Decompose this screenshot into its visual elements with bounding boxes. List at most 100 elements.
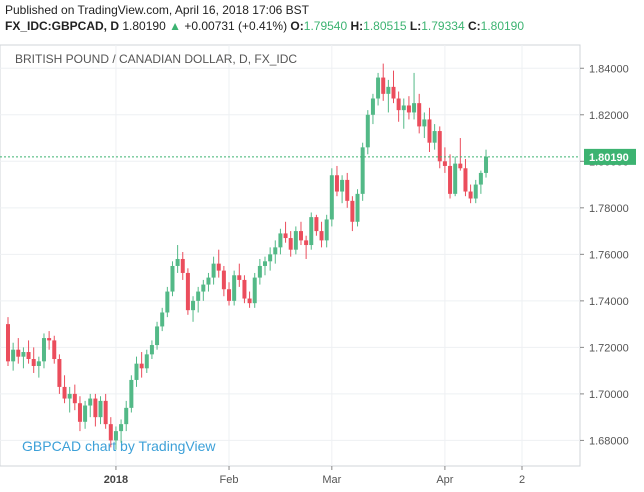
candle-body bbox=[160, 312, 165, 327]
symbol-label: FX_IDC:GBPCAD, D bbox=[5, 19, 120, 33]
candle-body bbox=[340, 179, 345, 192]
high-value: 1.80515 bbox=[363, 19, 407, 33]
candle-body bbox=[129, 379, 134, 408]
last-price-label: 1.80190 bbox=[589, 152, 629, 164]
candle-body bbox=[298, 231, 303, 241]
candle-body bbox=[247, 298, 252, 304]
candle-body bbox=[72, 393, 77, 404]
x-tick-label: Mar bbox=[322, 474, 341, 486]
candle-body bbox=[412, 103, 417, 113]
candle-body bbox=[417, 103, 422, 127]
candle-body bbox=[278, 233, 283, 248]
y-tick-label: 1.76000 bbox=[589, 249, 629, 261]
candle-body bbox=[484, 156, 489, 173]
high-label: H: bbox=[350, 19, 364, 33]
candle-body bbox=[165, 291, 170, 313]
last-price: 1.80190 bbox=[122, 19, 166, 33]
candle-body bbox=[448, 165, 453, 194]
candle-body bbox=[155, 326, 160, 346]
close-value: 1.80190 bbox=[480, 19, 525, 33]
candle-body bbox=[345, 179, 350, 201]
candle-body bbox=[47, 338, 52, 341]
candle-body bbox=[227, 289, 232, 301]
x-tick-label: 2 bbox=[519, 474, 525, 486]
candle-body bbox=[232, 275, 237, 301]
candle-body bbox=[468, 191, 473, 199]
open-value: 1.79540 bbox=[303, 19, 348, 33]
candle-body bbox=[329, 175, 334, 220]
candle-body bbox=[370, 98, 375, 115]
candle-body bbox=[108, 424, 113, 441]
candle-body bbox=[191, 300, 196, 311]
candle-body bbox=[432, 131, 437, 143]
candle-body bbox=[350, 200, 355, 222]
candle-body bbox=[360, 147, 365, 194]
candle-body bbox=[62, 386, 67, 399]
candle-body bbox=[216, 263, 221, 271]
candle-body bbox=[442, 161, 447, 166]
x-tick-label: 2018 bbox=[104, 474, 128, 486]
candle-body bbox=[180, 258, 185, 273]
x-axis[interactable]: 2018 Feb Mar Apr 2 bbox=[104, 466, 525, 486]
candle-body bbox=[293, 231, 298, 250]
y-tick-label: 1.82000 bbox=[589, 110, 629, 122]
y-tick-label: 1.68000 bbox=[589, 435, 629, 447]
candle-body bbox=[304, 240, 309, 246]
candle-body bbox=[175, 258, 180, 266]
plot-frame bbox=[0, 44, 581, 467]
candle-body bbox=[88, 398, 93, 406]
candles bbox=[6, 63, 489, 450]
candle-body bbox=[52, 340, 57, 360]
x-tick-label: Apr bbox=[436, 474, 453, 486]
candle-body bbox=[365, 114, 370, 148]
candle-body bbox=[16, 349, 21, 357]
y-tick-label: 1.72000 bbox=[589, 342, 629, 354]
candle-body bbox=[77, 403, 82, 422]
candle-body bbox=[463, 168, 468, 192]
y-tick-label: 1.84000 bbox=[589, 63, 629, 75]
candle-body bbox=[103, 400, 108, 425]
candle-body bbox=[242, 279, 247, 299]
grid bbox=[0, 44, 581, 467]
candle-body bbox=[252, 277, 257, 304]
candle-body bbox=[386, 86, 391, 94]
candle-body bbox=[319, 231, 324, 241]
y-tick-label: 1.70000 bbox=[589, 389, 629, 401]
watermark: GBPCAD chart by TradingView bbox=[22, 438, 216, 454]
candle-body bbox=[478, 172, 483, 185]
candle-body bbox=[26, 352, 31, 360]
candle-body bbox=[211, 263, 216, 278]
candle-body bbox=[41, 338, 46, 362]
candle-body bbox=[201, 284, 206, 292]
candle-body bbox=[119, 424, 124, 432]
candle-body bbox=[314, 217, 319, 232]
close-label: C: bbox=[467, 19, 481, 33]
candle-body bbox=[31, 359, 36, 366]
y-tick-label: 1.74000 bbox=[589, 296, 629, 308]
candle-body bbox=[288, 238, 293, 250]
candle-body bbox=[149, 345, 154, 355]
candle-body bbox=[309, 217, 314, 246]
change-value: +0.00731 (+0.41%) bbox=[184, 19, 288, 33]
candle-body bbox=[406, 105, 411, 113]
candle-body bbox=[83, 405, 88, 422]
last-price-marker: 1.80190 bbox=[0, 148, 636, 165]
candle-body bbox=[283, 233, 288, 239]
published-note: Published on TradingView.com, April 16, … bbox=[5, 3, 309, 17]
candle-body bbox=[473, 184, 478, 199]
low-label: L: bbox=[409, 19, 422, 33]
candle-body bbox=[98, 400, 103, 418]
y-tick-label: 1.78000 bbox=[589, 203, 629, 215]
candle-body bbox=[396, 98, 401, 111]
y-axis[interactable]: 1.840001.820001.800001.780001.760001.740… bbox=[580, 63, 629, 447]
last-price-box bbox=[584, 148, 636, 165]
candle-body bbox=[391, 86, 396, 99]
candle-body bbox=[93, 398, 98, 418]
candle-body bbox=[355, 193, 360, 222]
candle-body bbox=[422, 119, 427, 127]
candle-body bbox=[170, 265, 175, 292]
candle-body bbox=[376, 77, 381, 99]
open-label: O: bbox=[290, 19, 304, 33]
candle-body bbox=[113, 431, 118, 441]
